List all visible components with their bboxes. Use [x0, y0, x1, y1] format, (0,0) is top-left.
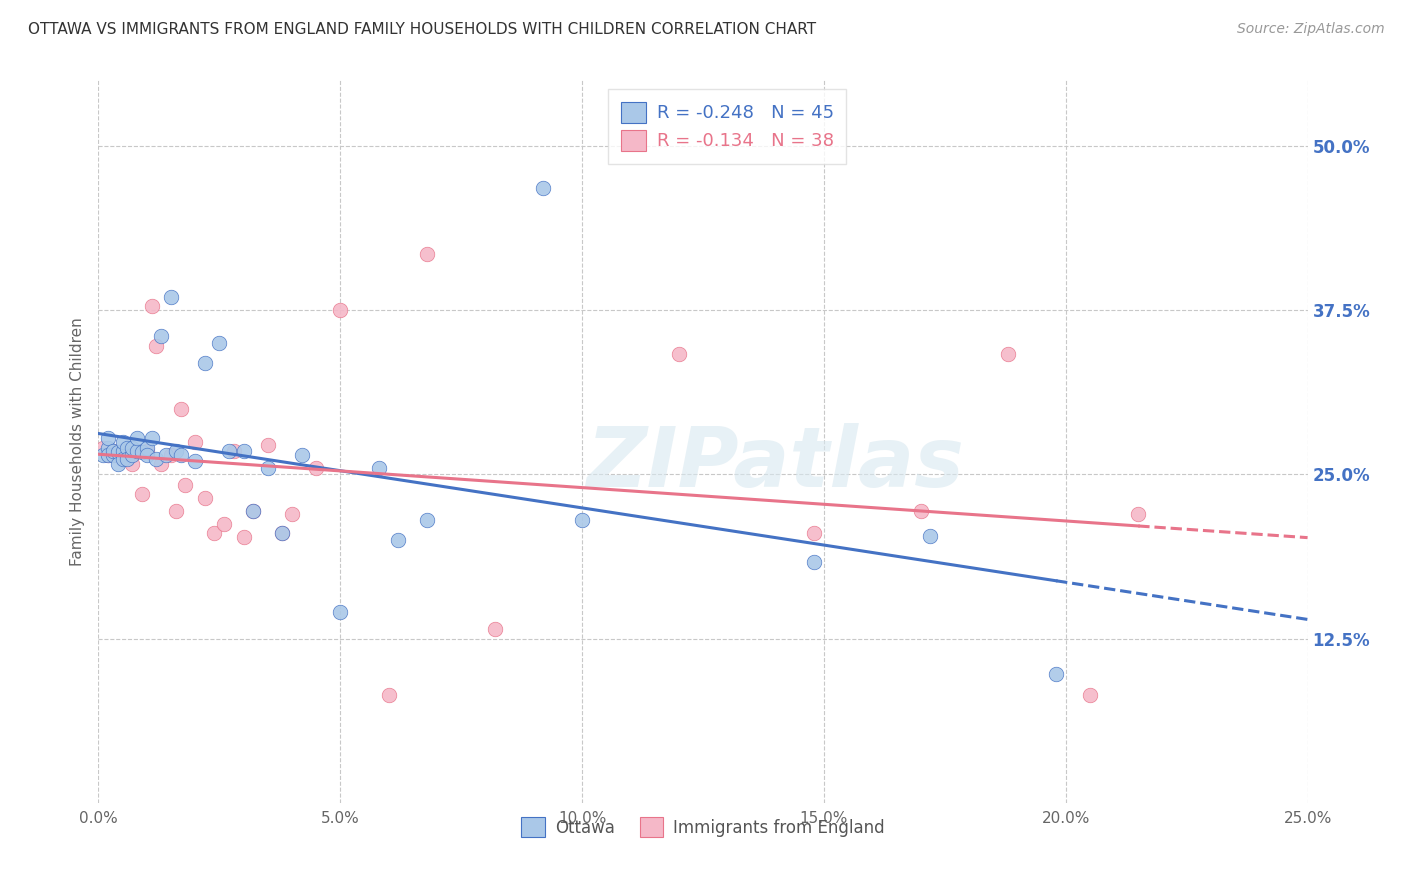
Point — [150, 457, 173, 471]
Point — [135, 448, 157, 462]
Point — [1045, 667, 1067, 681]
Point — [131, 487, 153, 501]
Point — [377, 688, 399, 702]
Point — [997, 346, 1019, 360]
Point — [194, 356, 217, 370]
Point — [117, 441, 139, 455]
Point — [416, 246, 439, 260]
Point — [242, 504, 264, 518]
Point — [1078, 688, 1101, 702]
Text: Source: ZipAtlas.com: Source: ZipAtlas.com — [1237, 22, 1385, 37]
Legend: Ottawa, Immigrants from England: Ottawa, Immigrants from England — [513, 809, 893, 845]
Point — [91, 448, 114, 462]
Point — [91, 441, 114, 455]
Point — [290, 448, 312, 462]
Point — [155, 448, 177, 462]
Point — [305, 460, 328, 475]
Point — [141, 299, 163, 313]
Point — [232, 443, 254, 458]
Point — [160, 290, 183, 304]
Point — [242, 504, 264, 518]
Point — [111, 451, 134, 466]
Point — [101, 443, 124, 458]
Point — [127, 443, 149, 458]
Point — [484, 623, 506, 637]
Point — [150, 329, 173, 343]
Y-axis label: Family Households with Children: Family Households with Children — [69, 318, 84, 566]
Point — [145, 451, 167, 466]
Point — [107, 445, 129, 459]
Point — [256, 460, 278, 475]
Point — [212, 517, 235, 532]
Point — [222, 443, 245, 458]
Point — [208, 336, 231, 351]
Point — [920, 529, 942, 543]
Point — [97, 431, 120, 445]
Point — [107, 448, 129, 462]
Point — [135, 441, 157, 455]
Point — [111, 443, 134, 458]
Point — [160, 448, 183, 462]
Point — [141, 431, 163, 445]
Point — [121, 448, 143, 462]
Point — [101, 448, 124, 462]
Point — [174, 478, 197, 492]
Point — [194, 491, 217, 505]
Point — [271, 526, 294, 541]
Point — [127, 431, 149, 445]
Point — [218, 443, 240, 458]
Point — [1128, 507, 1150, 521]
Point — [910, 504, 932, 518]
Point — [232, 531, 254, 545]
Point — [803, 526, 825, 541]
Point — [271, 526, 294, 541]
Point — [416, 513, 439, 527]
Point — [165, 443, 187, 458]
Point — [368, 460, 391, 475]
Point — [135, 443, 157, 458]
Point — [117, 448, 139, 462]
Point — [281, 507, 304, 521]
Text: ZIPatlas: ZIPatlas — [586, 423, 965, 504]
Point — [111, 434, 134, 449]
Point — [256, 438, 278, 452]
Point — [803, 555, 825, 569]
Point — [97, 448, 120, 462]
Point — [165, 504, 187, 518]
Point — [131, 445, 153, 459]
Point — [121, 457, 143, 471]
Text: OTTAWA VS IMMIGRANTS FROM ENGLAND FAMILY HOUSEHOLDS WITH CHILDREN CORRELATION CH: OTTAWA VS IMMIGRANTS FROM ENGLAND FAMILY… — [28, 22, 817, 37]
Point — [184, 434, 207, 449]
Point — [387, 533, 409, 547]
Point — [571, 513, 593, 527]
Point — [107, 457, 129, 471]
Point — [97, 441, 120, 455]
Point — [204, 526, 226, 541]
Point — [184, 454, 207, 468]
Point — [101, 443, 124, 458]
Point — [97, 448, 120, 462]
Point — [145, 338, 167, 352]
Point — [668, 346, 690, 360]
Point — [329, 605, 352, 619]
Point — [169, 401, 191, 416]
Point — [169, 448, 191, 462]
Point — [329, 303, 352, 318]
Point — [117, 451, 139, 466]
Point — [121, 441, 143, 455]
Point — [531, 181, 554, 195]
Point — [111, 451, 134, 466]
Point — [127, 443, 149, 458]
